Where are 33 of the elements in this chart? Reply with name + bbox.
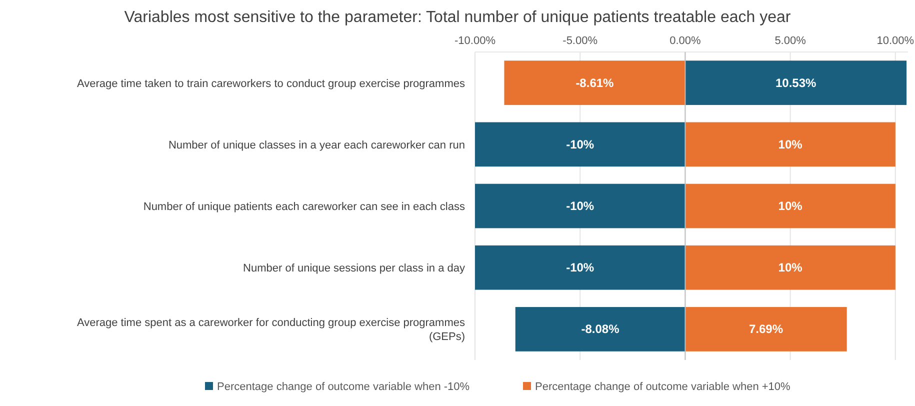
bar [475,184,686,228]
data-label: 7.69% [749,322,784,336]
data-label: -10% [566,260,594,275]
x-tick-label: 10.00% [876,35,914,47]
bar [515,307,686,352]
bar [475,245,686,290]
x-tick-label: -10.00% [454,35,496,47]
y-tick-label: Number of unique patients each careworker can see in each class [143,201,466,213]
bar [685,60,907,105]
data-label: 10% [778,260,803,275]
chart-title: Variables most sensitive to the parameter: Total number of unique patients treatable each year [124,9,792,26]
data-label: -8.08% [581,322,620,336]
data-label: -10% [566,137,594,152]
data-label: 10% [778,137,803,152]
bar [475,122,686,167]
bar [504,60,686,105]
bar [685,122,896,167]
data-label: -8.61% [576,76,614,90]
y-tick-label: Average time spent as a careworker for conducting group exercise programmes (GEPs) [76,317,466,344]
y-tick-label: Average time taken to train careworkers to conduct group exercise programmes [76,78,466,90]
x-tick-label: -5.00% [562,35,598,47]
legend-label: Percentage change of outcome variable when -10% [217,381,470,393]
bar [685,307,847,352]
x-tick-label: 5.00% [774,35,806,47]
x-tick-label: 0.00% [670,35,701,47]
data-label: 10.53% [776,76,817,90]
data-label: 10% [778,199,803,213]
bar [685,184,896,228]
data-label: -10% [566,199,594,213]
bar [685,245,896,290]
y-tick-label: Number of unique sessions per class in a day [243,262,466,275]
y-tick-label: Number of unique classes in a year each careworker can run [168,139,465,152]
legend-label: Percentage change of outcome variable when +10% [535,381,791,393]
